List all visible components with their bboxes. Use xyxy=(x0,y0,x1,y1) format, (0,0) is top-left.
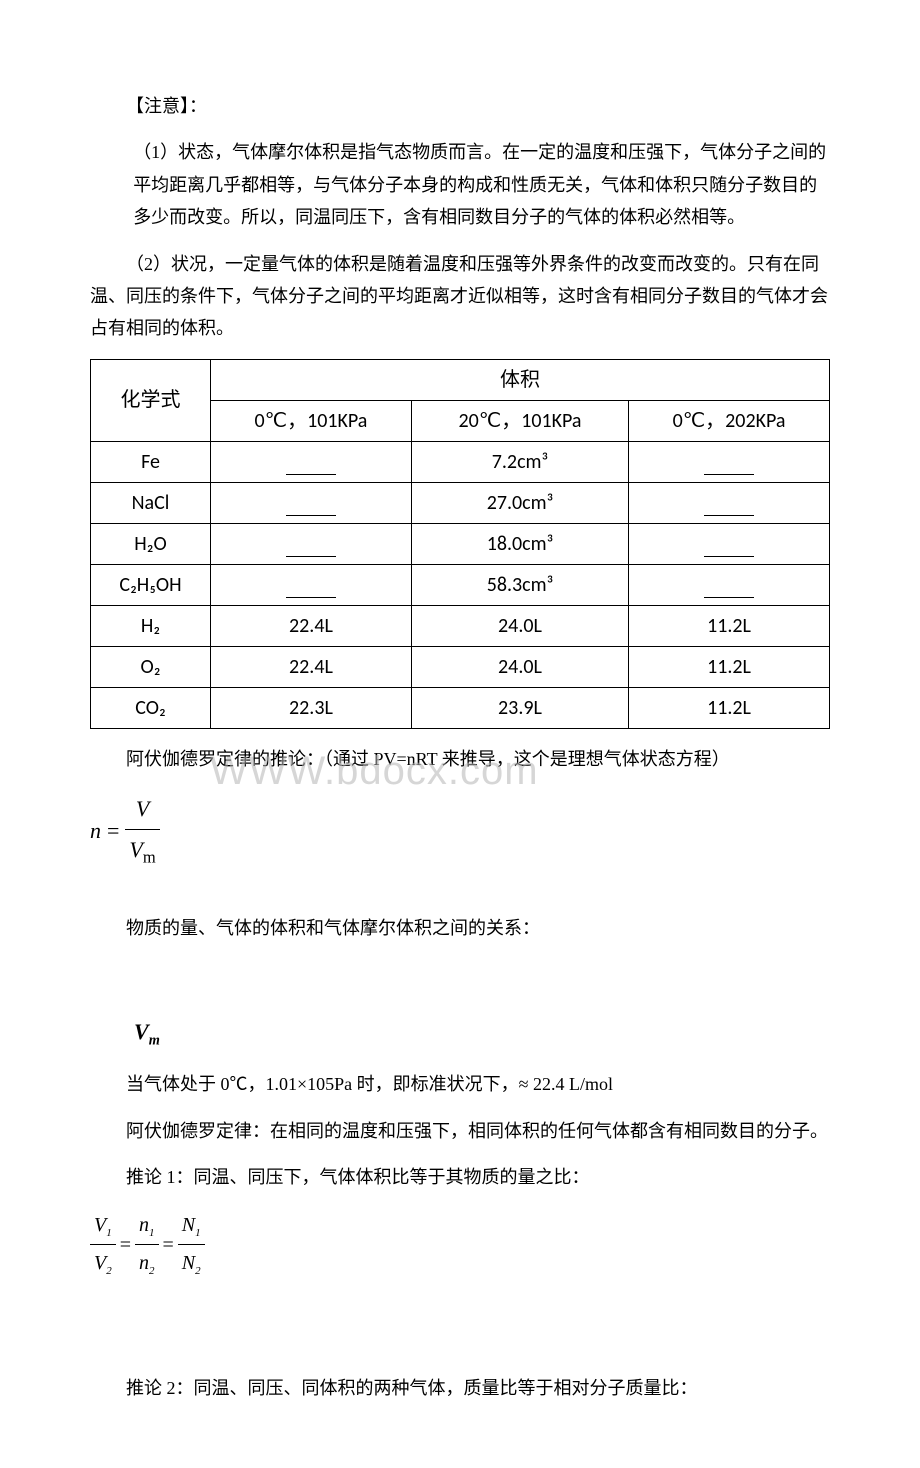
notes-heading: 【注意】： xyxy=(90,90,830,122)
relation-paragraph: 物质的量、气体的体积和气体摩尔体积之间的关系： xyxy=(90,912,830,944)
table-row: C₂H₅OH 58.3cm³ xyxy=(91,564,830,605)
avogadro-law: 阿伏伽德罗定律：在相同的温度和压强下，相同体积的任何气体都含有相同数目的分子。 xyxy=(90,1115,830,1147)
table-row: O₂ 22.4L 24.0L 11.2L xyxy=(91,646,830,687)
table-row: H₂ 22.4L 24.0L 11.2L xyxy=(91,605,830,646)
corollary-2: 推论 2：同温、同压、同体积的两种气体，质量比等于相对分子质量比： xyxy=(90,1372,830,1404)
formula-n-v-vm: n = V Vm xyxy=(90,789,830,872)
vm-symbol: Vm xyxy=(90,1012,830,1054)
volume-table: 化学式 体积 0℃，101KPa 20℃，101KPa 0℃，202KPa Fe… xyxy=(90,359,830,729)
th-cond3: 0℃，202KPa xyxy=(629,400,830,441)
avogadro-intro: 阿伏伽德罗定律的推论：（通过 PV=nRT 来推导，这个是理想气体状态方程） xyxy=(90,743,830,775)
th-formula: 化学式 xyxy=(91,359,211,441)
formula-corollary-1: V1 V2 = n1 n2 = N1 N2 xyxy=(90,1207,830,1282)
th-cond2: 20℃，101KPa xyxy=(411,400,628,441)
table-row: H₂O 18.0cm³ xyxy=(91,523,830,564)
th-volume: 体积 xyxy=(210,359,829,400)
table-row: Fe 7.2cm³ xyxy=(91,441,830,482)
table-row: CO₂ 22.3L 23.9L 11.2L xyxy=(91,687,830,728)
table-row: NaCl 27.0cm³ xyxy=(91,482,830,523)
stp-paragraph: 当气体处于 0℃，1.01×105Pa 时，即标准状况下，≈ 22.4 L/mo… xyxy=(90,1068,830,1100)
paragraph-1: （1）状态，气体摩尔体积是指气态物质而言。在一定的温度和压强下，气体分子之间的平… xyxy=(90,136,830,233)
paragraph-2: （2）状况，一定量气体的体积是随着温度和压强等外界条件的改变而改变的。只有在同温… xyxy=(90,248,830,345)
corollary-1: 推论 1：同温、同压下，气体体积比等于其物质的量之比： xyxy=(90,1161,830,1193)
th-cond1: 0℃，101KPa xyxy=(210,400,411,441)
